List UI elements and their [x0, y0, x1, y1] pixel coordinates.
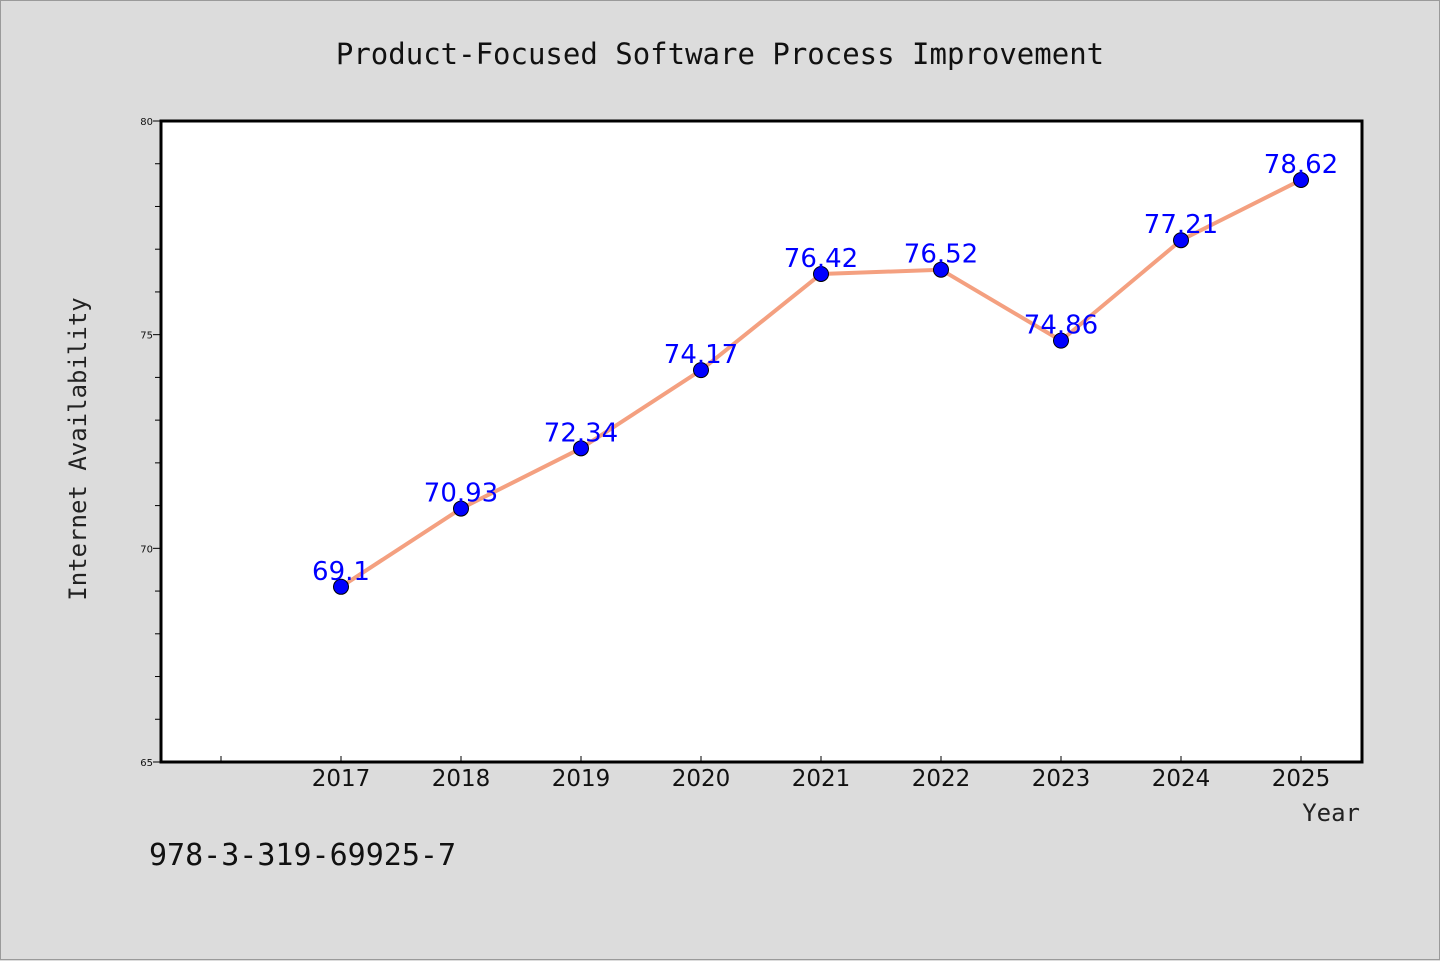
chart-title: Product-Focused Software Process Improve… — [336, 37, 1104, 71]
data-label: 74.86 — [1024, 311, 1098, 341]
data-label: 77.21 — [1144, 210, 1218, 240]
data-label: 76.42 — [784, 244, 858, 274]
data-point — [813, 265, 829, 282]
x-axis: 2017 2018 2019 2020 2021 2022 2023 2024 2025 — [220, 756, 1331, 792]
data-label: 74.17 — [664, 340, 738, 370]
y-tick-label: 70 — [140, 544, 153, 555]
data-label: 76.52 — [904, 240, 978, 270]
y-tick-label: 80 — [140, 117, 153, 128]
y-tick-label: 75 — [140, 331, 153, 342]
data-point — [1173, 232, 1189, 249]
y-axis: 65 70 75 80 — [140, 117, 161, 769]
series-layer: 69.1 70.93 72.34 74.17 76.42 76.52 74.86 77.21 7… — [312, 150, 1338, 595]
y-tick-label: 65 — [140, 758, 153, 769]
x-axis-label: Year — [1302, 799, 1360, 827]
data-point — [1293, 171, 1309, 188]
data-point — [573, 440, 589, 457]
x-tick-label: 2023 — [1032, 766, 1091, 792]
data-point — [1053, 332, 1069, 349]
plot-area — [159, 119, 1364, 764]
data-point — [693, 362, 709, 379]
x-tick-label: 2021 — [792, 766, 851, 792]
data-label: 78.62 — [1264, 150, 1338, 180]
x-tick-label: 2019 — [552, 766, 611, 792]
x-tick-label: 2020 — [672, 766, 731, 792]
x-tick-label: 2018 — [432, 766, 491, 792]
y-axis-label: Internet Availability — [64, 297, 92, 600]
footer-code: 978-3-319-69925-7 — [149, 838, 456, 873]
x-tick-label: 2024 — [1152, 766, 1211, 792]
data-point — [453, 500, 469, 517]
data-label: 70.93 — [424, 479, 498, 509]
x-tick-label: 2022 — [912, 766, 971, 792]
data-point — [933, 261, 949, 278]
data-label: 72.34 — [544, 418, 618, 448]
x-tick-label: 2025 — [1272, 766, 1331, 792]
data-label: 69.1 — [312, 557, 370, 587]
x-tick-label: 2017 — [312, 766, 371, 792]
data-point — [333, 578, 349, 595]
